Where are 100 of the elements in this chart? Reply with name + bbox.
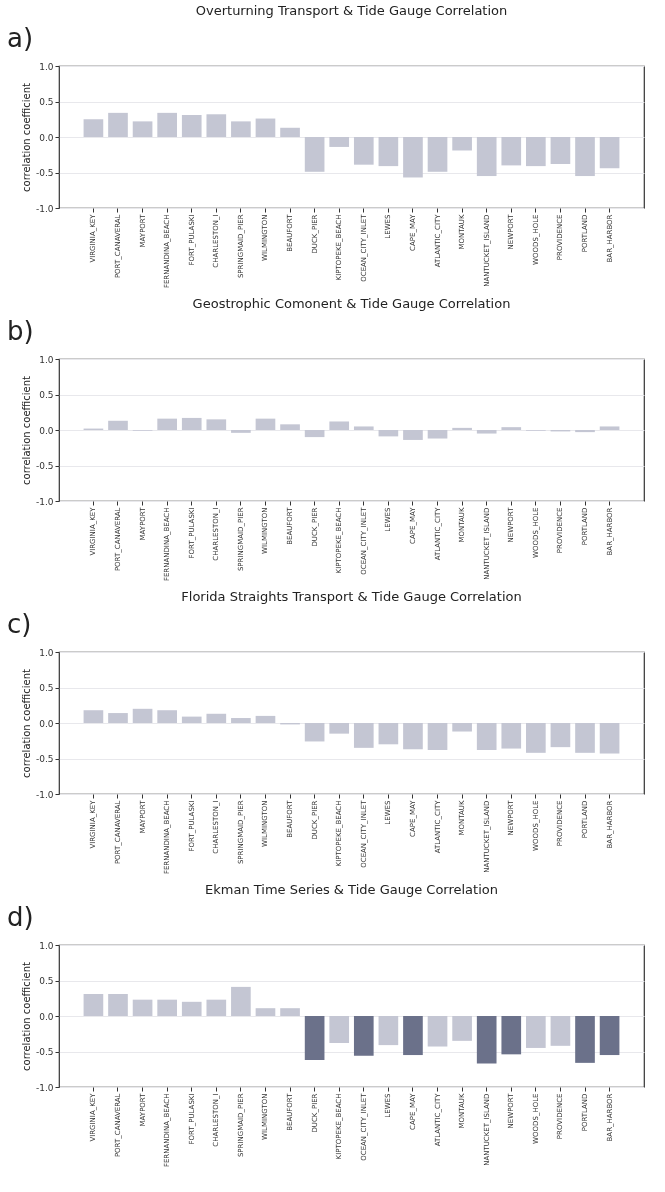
bar (206, 713, 227, 723)
bar (304, 137, 325, 172)
y-tick-label: 0.0 (39, 1011, 54, 1022)
y-tick-label: 0.5 (39, 390, 54, 400)
bar (280, 127, 300, 137)
bar (550, 137, 571, 164)
y-tick-label: 1.0 (39, 647, 54, 658)
y-tick-label: 0.5 (39, 976, 54, 986)
bar (599, 137, 620, 169)
bar (157, 999, 177, 1016)
bar (452, 427, 472, 430)
bar (108, 713, 128, 723)
bar (132, 999, 153, 1016)
bar (501, 1016, 522, 1055)
bar (181, 417, 202, 430)
y-tick-label: 0.0 (39, 718, 54, 729)
bar (526, 723, 546, 753)
text: b) (7, 316, 34, 346)
y-axis-title: correlation coefficient (20, 82, 32, 192)
bar (575, 430, 595, 433)
chart-title: Florida Straights Transport & Tide Gauge Correlation (181, 589, 522, 604)
bar (476, 430, 497, 434)
bar (427, 430, 448, 439)
bar (157, 710, 177, 723)
y-tick-label: -0.5 (35, 461, 54, 471)
bar (575, 137, 595, 177)
bar (132, 708, 153, 723)
bar (231, 121, 251, 137)
y-tick-label: 0.5 (39, 97, 54, 107)
bar (599, 723, 620, 754)
bar (501, 427, 522, 430)
bar (329, 1016, 350, 1043)
chart-title: Overturning Transport & Tide Gauge Correlation (195, 3, 508, 18)
bar (403, 1016, 423, 1056)
bar (403, 430, 423, 440)
bar (452, 1016, 472, 1041)
bar (304, 430, 325, 438)
bar (427, 723, 448, 750)
y-tick-label: -1.0 (35, 789, 54, 800)
bar (181, 1001, 202, 1016)
chart-title: Ekman Time Series & Tide Gauge Correlation (205, 882, 498, 897)
bar (550, 1016, 571, 1046)
bar (181, 114, 202, 137)
y-axis-title: correlation coefficient (20, 961, 32, 1071)
bar (108, 420, 128, 430)
bar (476, 137, 497, 177)
bar (83, 993, 104, 1016)
bar (108, 993, 128, 1016)
bar (329, 137, 350, 147)
bar (304, 723, 325, 742)
bar (378, 430, 399, 437)
bar (378, 1016, 399, 1046)
bar (255, 118, 276, 137)
bar (501, 723, 522, 749)
y-axis-title: correlation coefficient (20, 375, 32, 485)
y-tick-label: -0.5 (35, 168, 54, 178)
bar (329, 421, 350, 430)
bar (403, 137, 423, 178)
bar (206, 419, 227, 430)
bar (353, 426, 374, 430)
y-tick-label: 1.0 (39, 940, 54, 951)
bar (427, 1016, 448, 1047)
y-tick-label: -1.0 (35, 203, 54, 214)
bar (452, 137, 472, 151)
text: a) (7, 23, 34, 53)
y-tick-label: -0.5 (35, 1047, 54, 1057)
text: d) (7, 902, 34, 932)
bar (83, 119, 104, 137)
y-tick-label: 0.0 (39, 132, 54, 143)
y-tick-label: 0.0 (39, 425, 54, 436)
bar (280, 1008, 300, 1016)
bar (476, 723, 497, 750)
chart-title: Geostrophic Comonent & Tide Gauge Correlation (192, 296, 511, 311)
y-tick-label: -1.0 (35, 1082, 54, 1093)
bar (255, 418, 276, 430)
bar (206, 999, 227, 1016)
y-tick-label: 0.5 (39, 683, 54, 693)
y-tick-label: -0.5 (35, 754, 54, 764)
bar (83, 710, 104, 723)
bar (452, 723, 472, 732)
bar (304, 1016, 325, 1061)
bar (157, 418, 177, 430)
bar (599, 1016, 620, 1056)
bar (329, 723, 350, 734)
bar (353, 1016, 374, 1056)
bar (476, 1016, 497, 1064)
y-tick-label: 1.0 (39, 354, 54, 365)
bar (231, 430, 251, 433)
y-tick-label: 1.0 (39, 61, 54, 72)
bar (353, 137, 374, 165)
y-tick-label: -1.0 (35, 496, 54, 507)
bar (108, 112, 128, 137)
text: c) (7, 609, 32, 639)
bar (157, 112, 177, 137)
bar (255, 715, 276, 723)
bar (255, 1008, 276, 1016)
y-axis-title: correlation coefficient (20, 668, 32, 778)
bar (526, 1016, 546, 1048)
bar (231, 718, 251, 723)
bar (231, 986, 251, 1016)
